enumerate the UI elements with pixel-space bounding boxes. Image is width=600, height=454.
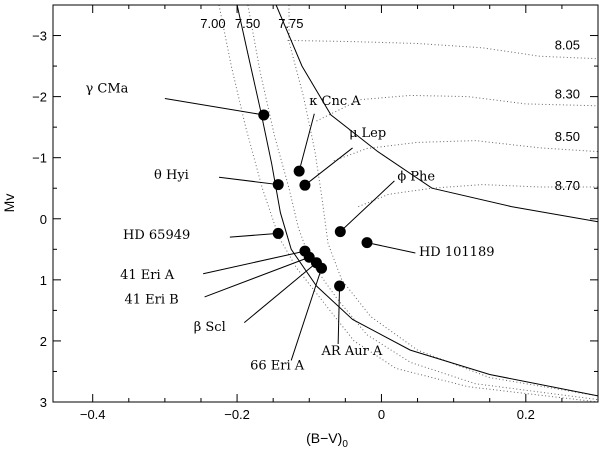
label-layer: 7.00 7.50 7.75 8.05 8.30 8.50 8.70 γ CMa κ Cnc A… [85,16,580,373]
star-point-layer [258,109,373,292]
y-axis-title: Mv [1,194,17,213]
star-label-9: β Scl [194,320,226,335]
isochrone-label-8.05: 8.05 [555,38,580,53]
leader-line-11 [337,285,341,344]
y-tick-label-5: 2 [40,334,47,349]
leader-line-8 [204,256,310,298]
y-tick-label-6: 3 [40,395,47,410]
star-point-4 [334,226,346,238]
leader-line-0 [164,97,264,116]
isochrone-8.05 [287,39,598,60]
isochrone-8.70 [358,184,598,208]
isochrone-layer [218,5,598,402]
isochrone-label-7.00: 7.00 [200,16,225,31]
x-tick-label-2: 0 [378,407,385,422]
star-label-1: κ Cnc A [309,94,361,109]
star-point-5 [272,227,284,239]
star-label-11: AR Aur A [321,344,383,359]
y-tick-label-2: −1 [32,151,47,166]
curve-layer [236,5,598,397]
y-tick-label-1: −2 [32,90,47,105]
isochrone-label-8.30: 8.30 [555,86,580,101]
y-tick-label-4: 1 [40,273,47,288]
x-tick-label-1: −0.2 [224,407,250,422]
x-tick-label-3: 0.2 [517,407,535,422]
star-point-1 [293,165,305,177]
leader-line-7 [203,250,306,275]
star-label-10: 66 Eri A [250,359,305,374]
star-label-4: ϕ Phe [397,169,435,184]
star-point-11 [334,280,346,292]
star-label-7: 41 Eri A [120,268,175,283]
upper-boundary-curve [275,5,598,223]
star-point-6 [361,237,373,249]
x-axis-title-sub: 0 [342,439,348,450]
isochrone-label-8.50: 8.50 [555,129,580,144]
leader-line-4 [339,180,395,232]
star-point-3 [272,179,284,191]
star-point-0 [258,109,270,121]
isochrone-label-8.70: 8.70 [555,178,580,193]
leader-line-6 [366,242,416,254]
star-point-10 [316,262,328,274]
plot-frame [52,4,599,403]
star-label-8: 41 Eri B [124,293,178,308]
star-label-6: HD 101189 [419,245,495,260]
leader-line-2 [304,147,353,186]
star-label-5: HD 65949 [123,228,190,243]
x-axis-title: (B−V)0 [306,430,348,450]
leader-line-layer [164,97,416,361]
leader-line-1 [298,113,315,172]
isochrone-label-7.75: 7.75 [278,16,303,31]
isochrone-7.75 [288,5,598,397]
isochrone-label-7.50: 7.50 [235,16,260,31]
leader-line-5 [229,232,279,238]
star-label-2: μ Lep [349,126,386,141]
x-tick-label-0: −0.4 [80,407,106,422]
leader-line-9 [243,262,317,323]
isochrone-7.00 [218,5,598,402]
leader-line-10 [290,268,323,361]
leader-line-3 [218,176,279,186]
zams-curve [236,5,598,397]
star-label-3: θ Hyi [154,168,189,183]
star-label-0: γ CMa [85,81,128,96]
star-point-2 [299,179,311,191]
isochrone-7.50 [247,5,598,401]
y-tick-label-0: −3 [32,29,47,44]
tick-layer: −0.4 −0.2 0 0.2 −3 −2 −1 0 1 2 3 [32,4,598,422]
y-tick-label-3: 0 [40,212,47,227]
x-axis-title-main: (B−V) [306,430,342,446]
